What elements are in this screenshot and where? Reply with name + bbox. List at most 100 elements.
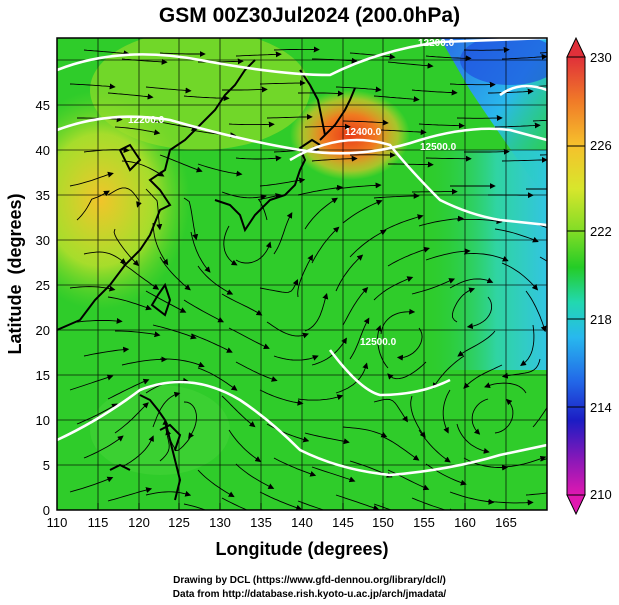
streamline [494,398,514,434]
colorbar: 230 226 222 218 214 210 [566,36,612,516]
streamline [471,398,489,435]
contour-label: 12500.0 [420,142,457,153]
streamline [159,358,205,368]
streamline [273,46,320,53]
streamline [235,51,282,58]
streamline [494,122,541,129]
streamline [83,49,130,57]
streamline [76,317,123,324]
streamline [501,358,541,379]
credit-drawing: Drawing by DCL (https://www.gfd-dennou.o… [173,575,446,586]
streamline [145,188,163,231]
streamline [183,197,199,241]
streamline [221,497,248,510]
streamline [342,199,383,224]
streamline [190,333,233,353]
streamline [152,222,169,266]
streamline [159,256,191,291]
streamline [501,262,539,291]
x-tick-label: 140 [291,515,313,530]
streamline [69,285,116,292]
streamline [456,423,490,454]
streamline [152,391,181,428]
streamline [183,503,207,510]
streamline [145,490,192,497]
colorbar-top-triangle [566,36,586,58]
streamline [396,327,423,361]
streamline [298,90,344,97]
x-axis-ticks [56,503,507,510]
streamline [76,403,118,425]
streamline [273,212,293,255]
streamline [342,286,369,326]
streamline [304,197,338,230]
streamline [159,418,170,462]
x-tick-label: 110 [47,515,68,530]
streamline [145,290,187,313]
colorbar-label: 210 [590,487,612,502]
streamline [183,95,230,102]
streamline [387,61,434,69]
streamline [342,426,388,438]
x-tick-label: 160 [454,515,476,530]
x-tick-label: 135 [250,515,272,530]
streamline [418,429,451,463]
colorbar-label: 230 [590,50,612,65]
streamline [83,147,130,154]
streamline [463,457,509,471]
streamline [273,457,317,477]
streamline [312,57,358,64]
streamline [457,330,496,357]
y-tick-label: 0 [43,503,50,518]
y-tick-label: 45 [36,98,50,113]
streamline [297,394,344,401]
x-tick-label: 145 [332,515,354,530]
streamline [222,86,268,93]
streamline [487,499,534,506]
streamline [107,487,153,502]
streamline [525,290,547,333]
streamline [69,374,114,391]
height-contours [57,38,547,477]
colorbar-label: 218 [590,312,612,327]
streamline [83,346,130,357]
streamline [442,389,451,434]
x-tick-label: 130 [209,515,231,530]
streamline [387,361,427,380]
streamline [494,228,539,243]
streamline [335,254,364,292]
y-tick-label: 20 [36,323,50,338]
streamline [410,395,426,439]
streamline [373,503,393,510]
streamline [190,231,211,273]
streamline [449,81,496,88]
streamline [197,265,234,295]
streamline [235,463,275,489]
streamline [107,296,152,311]
streamline [373,276,414,301]
streamline [107,187,142,208]
streamline [432,355,465,389]
streamline [152,120,199,131]
streamline [259,80,306,86]
y-tick-label: 35 [36,188,50,203]
streamline [197,469,235,498]
streamline [69,476,114,493]
streamline [228,429,262,463]
streamline [197,163,243,177]
streamline [221,395,256,428]
streamline [107,92,154,100]
streamline [259,491,303,510]
streamline [466,296,493,330]
streamline [525,492,547,496]
streamline [304,292,329,332]
streamline [501,53,547,60]
y-tick-label: 15 [36,368,50,383]
streamline [484,382,527,394]
streamline [311,155,358,162]
contour-label: 12400.0 [345,127,382,138]
streamline [159,51,206,57]
streamline [463,253,509,262]
streamline [425,155,472,162]
